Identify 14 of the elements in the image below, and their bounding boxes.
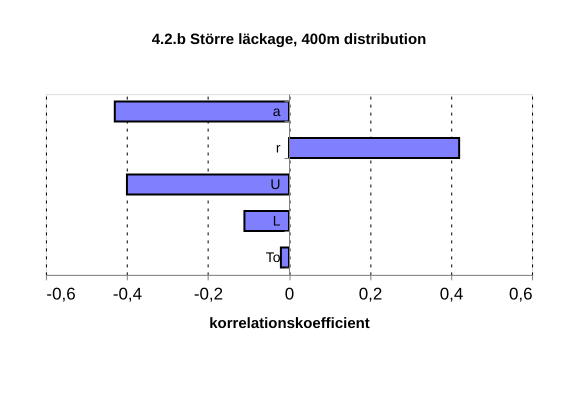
x-tick-label: 0,4 [440,284,464,304]
y-tick-label: U [270,176,281,192]
y-tick-label: r [276,139,281,156]
x-tick-label: -0,6 [46,284,76,304]
y-tick-label: a [272,102,281,119]
x-axis-title: korrelationskoefficient [209,315,370,332]
x-tick-label: 0 [284,284,294,304]
x-tick-label: 0,2 [358,284,382,304]
y-tick-label: L [272,212,281,228]
x-tick-label: -0,4 [112,284,142,304]
x-tick-label: -0,2 [194,284,224,304]
y-tick-label: To [266,248,281,265]
chart-title: 4.2.b Större läckage, 400m distribution [152,31,426,48]
x-tick-label: 0,6 [508,284,533,304]
